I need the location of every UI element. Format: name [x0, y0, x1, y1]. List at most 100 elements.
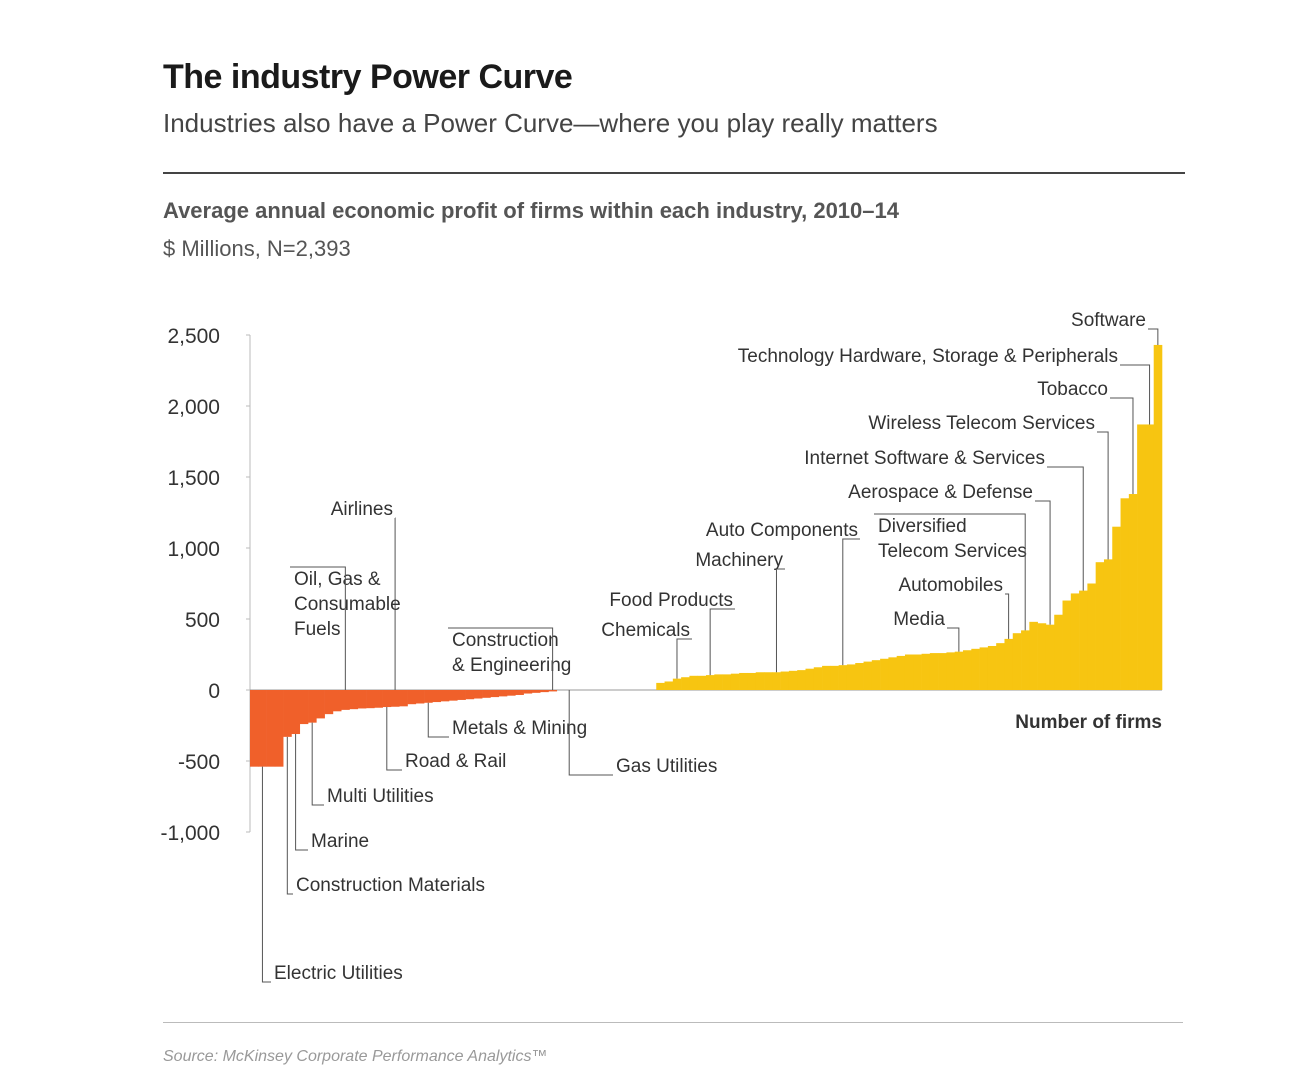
bar	[946, 652, 956, 690]
y-tick-label: -1,000	[160, 822, 220, 845]
annotation-label: Wireless Telecom Services	[868, 413, 1095, 434]
bar	[921, 653, 931, 690]
bar	[1153, 344, 1163, 690]
bar	[324, 690, 334, 715]
bar	[507, 690, 516, 696]
bar	[739, 672, 748, 690]
bar	[996, 643, 1005, 690]
y-tick-label: -500	[178, 751, 220, 774]
bar	[432, 690, 441, 703]
leader-line	[1148, 328, 1159, 345]
annotation-label: Metals & Mining	[452, 718, 587, 739]
annotation-label: Technology Hardware, Storage & Periphera…	[738, 346, 1118, 367]
leader-line	[1110, 397, 1134, 495]
bar	[407, 690, 417, 705]
leader-line	[427, 702, 449, 738]
bar	[929, 653, 939, 690]
bar	[250, 690, 259, 767]
leader-line	[448, 627, 554, 690]
leader-line	[676, 638, 692, 679]
bar	[341, 690, 350, 710]
bar	[283, 690, 292, 737]
bar	[291, 690, 301, 735]
annotation-label: Diversified Telecom Services	[878, 516, 1027, 562]
bar	[382, 690, 392, 708]
bar	[399, 690, 408, 707]
bar	[963, 650, 972, 690]
bar	[714, 674, 723, 690]
y-tick-label: 2,000	[167, 396, 220, 419]
annotation-label: Marine	[311, 831, 369, 852]
bar	[308, 690, 317, 723]
bar	[482, 690, 491, 698]
annotation-label: Gas Utilities	[616, 756, 717, 777]
annotation-label: Construction & Engineering	[452, 630, 571, 676]
annotation-label: Internet Software & Services	[804, 448, 1045, 469]
page-title: The industry Power Curve	[163, 58, 573, 96]
bar	[706, 675, 715, 690]
bar	[498, 690, 508, 697]
bar	[548, 690, 558, 692]
y-tick-label: 500	[185, 609, 220, 632]
bar	[440, 690, 450, 702]
bar	[805, 668, 815, 690]
bar	[332, 690, 342, 712]
x-axis-label: Number of firms	[1015, 712, 1162, 733]
leader-line	[947, 627, 960, 652]
bar	[697, 675, 707, 690]
bar	[855, 663, 864, 690]
leader-line	[1097, 431, 1109, 560]
annotation-label: Auto Components	[706, 520, 858, 541]
leader-line	[290, 566, 346, 690]
annotation-label: Chemicals	[601, 620, 690, 641]
leader-line	[261, 766, 271, 983]
bar	[1145, 424, 1155, 690]
bar	[830, 665, 839, 690]
bar	[357, 690, 367, 709]
bar	[722, 674, 732, 690]
bar	[258, 690, 267, 767]
leader-line	[568, 690, 613, 776]
bottom-divider	[163, 1022, 1183, 1023]
y-tick-label: 1,500	[167, 467, 220, 490]
bar	[846, 664, 856, 690]
bar	[1120, 498, 1130, 690]
bar	[664, 681, 674, 690]
bar	[863, 661, 873, 690]
y-tick-label: 1,000	[167, 538, 220, 561]
bar	[465, 690, 475, 700]
leader-line	[1047, 466, 1084, 591]
bar	[1103, 559, 1113, 690]
leader-line	[1005, 593, 1010, 639]
bar	[1037, 623, 1047, 690]
annotation-label: Software	[1071, 310, 1146, 331]
bar	[266, 690, 276, 767]
annotation-label: Automobiles	[898, 575, 1003, 596]
bar	[366, 690, 375, 709]
bar	[299, 690, 309, 725]
bar	[1021, 630, 1030, 690]
annotation-label: Electric Utilities	[274, 963, 403, 984]
bar	[689, 675, 699, 690]
annotation-label: Tobacco	[1037, 379, 1108, 400]
annotation-label: Road & Rail	[405, 751, 506, 772]
annotation-label: Aerospace & Defense	[848, 482, 1033, 503]
bar	[780, 671, 790, 690]
annotation-label: Multi Utilities	[327, 786, 434, 807]
bar	[672, 678, 682, 690]
leader-line	[295, 734, 308, 851]
chart-units: $ Millions, N=2,393	[163, 236, 351, 261]
annotation-label: Oil, Gas & Consumable Fuels	[294, 569, 401, 640]
y-tick-label: 0	[208, 680, 220, 703]
bar	[822, 665, 831, 690]
bar	[971, 648, 980, 690]
bar	[374, 690, 383, 708]
bar	[523, 690, 533, 694]
bar	[515, 690, 524, 695]
bar	[424, 690, 433, 703]
bar	[448, 690, 458, 701]
annotation-label: Media	[893, 609, 945, 630]
leader-line	[1120, 364, 1151, 425]
bar	[656, 682, 665, 690]
annotation-label: Airlines	[331, 499, 393, 520]
